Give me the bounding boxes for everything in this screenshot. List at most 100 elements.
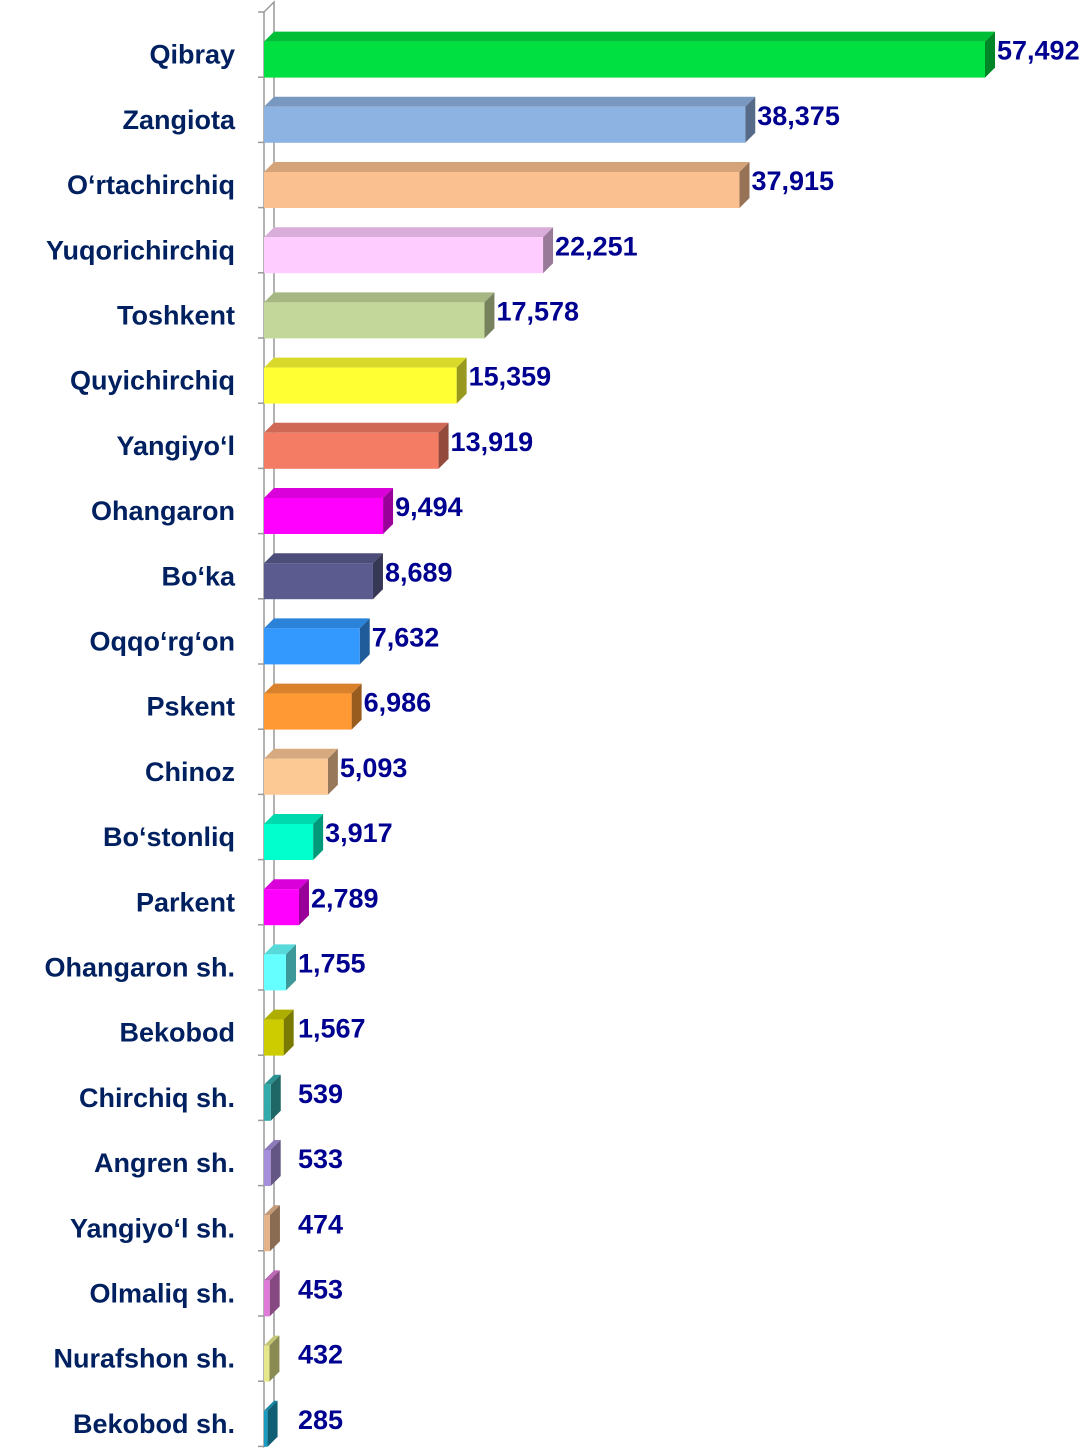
bar — [264, 693, 352, 730]
bar-top — [264, 227, 554, 238]
bar-top — [264, 292, 495, 303]
bar-side — [270, 1074, 281, 1121]
category-label: Ohangaron sh. — [44, 953, 235, 983]
bar-top — [264, 1205, 280, 1216]
category-label: Chinoz — [145, 757, 235, 787]
category-label: Yuqorichirchiq — [46, 235, 235, 265]
value-label: 533 — [298, 1144, 343, 1174]
bar-top — [264, 683, 362, 694]
bar-side — [327, 748, 338, 795]
category-label: Nurafshon sh. — [53, 1344, 235, 1374]
bar-top — [264, 1270, 280, 1281]
value-label: 432 — [298, 1340, 343, 1370]
value-label: 539 — [298, 1079, 343, 1109]
bar-top — [264, 553, 383, 564]
bar-top — [264, 31, 995, 42]
bar-top — [264, 357, 467, 368]
bar-side — [456, 357, 467, 404]
category-label: Bo‘ka — [161, 561, 236, 591]
category-label: Parkent — [136, 887, 235, 917]
bar-side — [286, 944, 297, 991]
bar-side — [351, 683, 362, 730]
bar — [264, 1410, 268, 1447]
bar-top — [264, 488, 394, 498]
value-label: 17,578 — [496, 297, 579, 327]
bar — [264, 432, 439, 469]
bar-side — [438, 422, 449, 469]
bar — [264, 302, 485, 339]
category-label: Oqqo‘rg‘on — [90, 627, 235, 657]
bar — [264, 628, 360, 665]
bar — [264, 1084, 271, 1121]
category-label: Olmaliq sh. — [89, 1279, 235, 1309]
bar-top — [264, 422, 449, 433]
value-label: 5,093 — [340, 753, 408, 783]
bar — [264, 1345, 270, 1382]
bar-side — [269, 1205, 280, 1252]
bar — [264, 954, 287, 991]
bar-side — [313, 814, 324, 860]
value-label: 3,917 — [325, 818, 393, 848]
bar-side — [298, 879, 309, 926]
category-label: Ohangaron — [91, 496, 235, 526]
category-label: Bo‘stonliq — [103, 822, 235, 852]
bar — [264, 41, 985, 78]
bar-top — [264, 1140, 281, 1150]
bar-side — [745, 96, 756, 143]
value-label: 9,494 — [395, 492, 463, 522]
bar-top — [264, 1009, 294, 1020]
category-label: Bekobod — [119, 1018, 235, 1048]
category-label: Zangiota — [123, 105, 236, 135]
category-label: Bekobod sh. — [73, 1409, 235, 1439]
value-label: 13,919 — [451, 427, 534, 457]
bar-side — [283, 1009, 294, 1056]
value-label: 37,915 — [751, 166, 834, 196]
bar-side — [269, 1270, 280, 1317]
bar-side — [739, 162, 750, 208]
value-label: 453 — [298, 1275, 343, 1305]
value-label: 57,492 — [997, 36, 1080, 66]
bar-top — [264, 1335, 280, 1346]
value-label: 8,689 — [385, 557, 453, 587]
category-label: Yangiyo‘l sh. — [70, 1213, 235, 1243]
category-label: Pskent — [146, 692, 235, 722]
value-label: 38,375 — [757, 101, 840, 131]
bar — [264, 237, 544, 274]
bar-side — [267, 1400, 278, 1447]
bar-side — [985, 31, 995, 78]
bar-top — [264, 96, 756, 107]
bar — [264, 824, 314, 860]
bar-top — [264, 1400, 278, 1411]
value-label: 1,567 — [298, 1014, 366, 1044]
bar — [264, 498, 384, 534]
value-label: 1,755 — [298, 949, 366, 979]
bar-top — [264, 814, 324, 824]
bar-side — [270, 1140, 281, 1186]
bar — [264, 1150, 271, 1186]
category-label: Chirchiq sh. — [79, 1083, 235, 1113]
bar — [264, 106, 746, 143]
value-label: 285 — [298, 1405, 343, 1435]
category-label: Toshkent — [117, 301, 235, 331]
category-label: O‘rtachirchiq — [67, 170, 235, 200]
category-label: Quyichirchiq — [70, 366, 235, 396]
bar-top — [264, 618, 370, 629]
bar-side — [372, 553, 383, 600]
bar-side — [543, 227, 554, 274]
category-label: Yangiyo‘l — [116, 431, 235, 461]
bar-top — [264, 748, 338, 759]
bar — [264, 172, 740, 208]
bar — [264, 1280, 270, 1317]
bar — [264, 889, 299, 926]
value-label: 6,986 — [364, 688, 432, 718]
bar-side — [484, 292, 495, 339]
bar-side — [269, 1335, 280, 1382]
bar — [264, 1215, 270, 1252]
value-label: 22,251 — [555, 231, 638, 261]
bar-top — [264, 1074, 281, 1085]
bar — [264, 1019, 284, 1056]
bar-top — [264, 879, 309, 890]
value-label: 15,359 — [469, 362, 552, 392]
